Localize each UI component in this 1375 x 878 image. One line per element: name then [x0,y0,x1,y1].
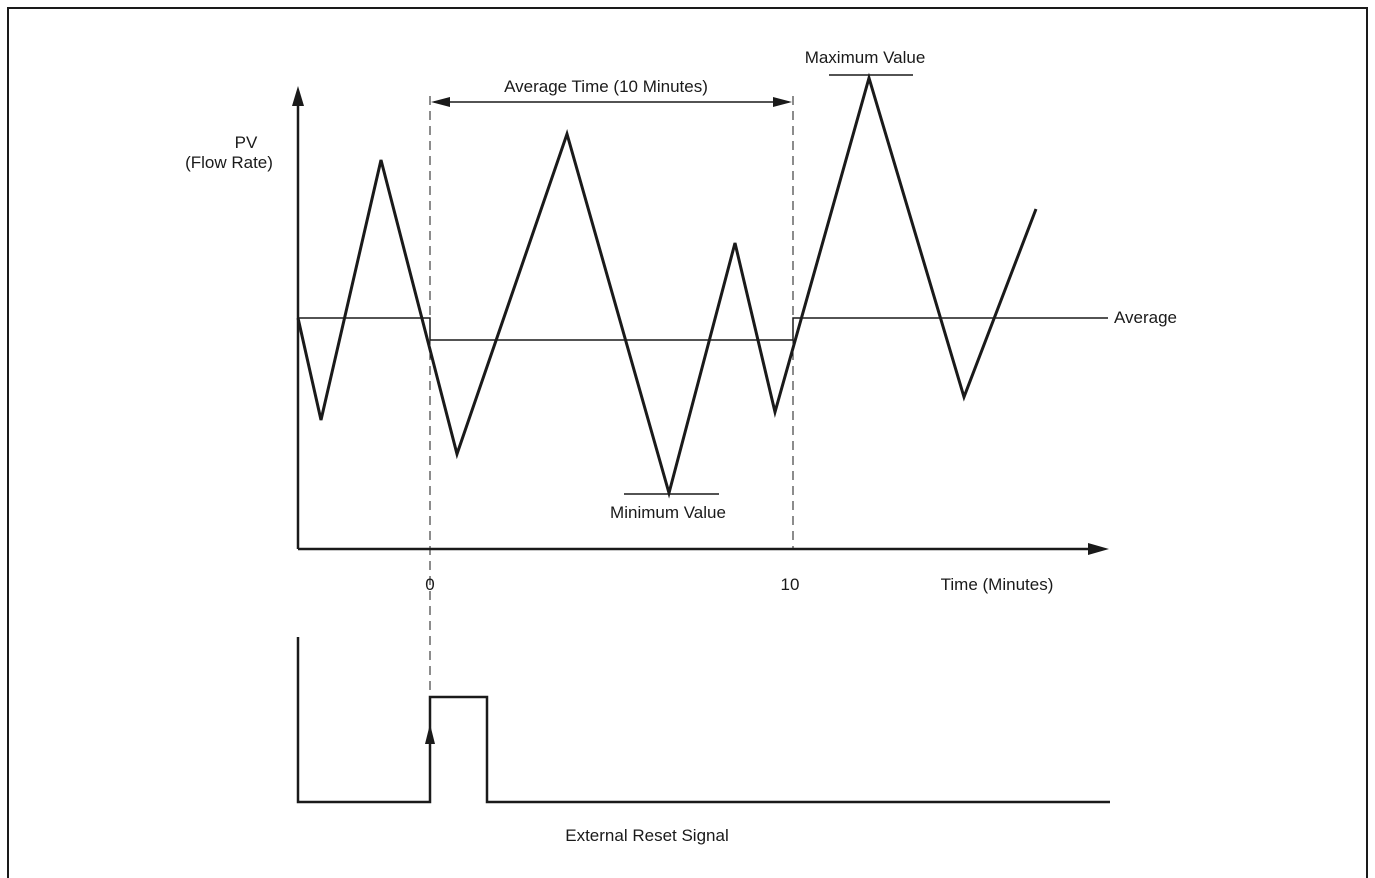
average-time-arrow-left-head [431,97,450,107]
figure-border [7,7,1368,878]
maximum-value-label: Maximum Value [805,48,926,67]
average-time-arrow-right-head [773,97,792,107]
average-time-label: Average Time (10 Minutes) [504,77,708,96]
x-axis-label: Time (Minutes) [941,575,1054,594]
minimum-value-label: Minimum Value [610,503,726,522]
y-axis-arrow [292,86,304,106]
reset-signal [296,637,1110,804]
reset-rise-arrow [425,724,435,744]
x-axis-arrow [1088,543,1109,555]
reset-signal-label: External Reset Signal [565,826,728,845]
average-line [298,317,1108,341]
average-label: Average [1114,308,1177,327]
tick-label-10: 10 [781,575,800,594]
tick-label-0: 0 [425,575,434,594]
pv-signal [296,72,1038,499]
y-axis-label-line2: (Flow Rate) [185,153,273,172]
y-axis-label-line1: PV [235,133,258,152]
